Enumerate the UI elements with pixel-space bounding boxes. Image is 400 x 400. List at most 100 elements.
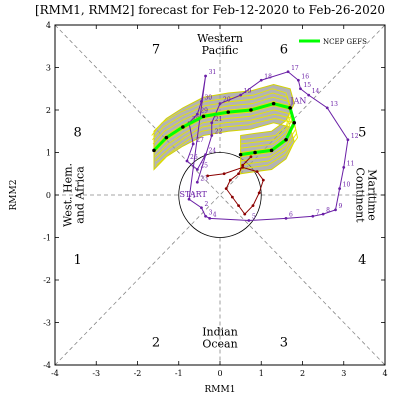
day-label: 11 [347, 160, 355, 167]
day-label: 7 [316, 209, 320, 216]
y-tick-label: -2 [43, 276, 51, 285]
ensemble-member-line [151, 88, 292, 141]
day-label: 17 [291, 65, 299, 72]
series-point-ncep-gefs [238, 152, 243, 157]
series-point-observed [195, 168, 199, 171]
x-axis-label: RMM1 [205, 385, 236, 395]
series-point-ncep-gefs [292, 120, 297, 125]
x-tick-label: 2 [300, 369, 305, 378]
series-point-observed [307, 93, 311, 97]
day-label: 14 [312, 88, 320, 95]
series-point-forecast [237, 204, 240, 208]
series-point-forecast [224, 187, 228, 191]
series-point-ncep-gefs [288, 106, 292, 110]
series-point-forecast [228, 178, 232, 182]
x-axis: -4 -3 -2 -1 0 1 2 3 4 [51, 25, 388, 378]
day-label: 16 [301, 73, 309, 80]
series-point-forecast [243, 212, 247, 216]
y-tick-label: 3 [46, 64, 51, 73]
region-label-line: and Africa [74, 166, 87, 224]
series-point-observed [311, 214, 315, 218]
x-tick-label: 4 [382, 369, 387, 378]
series-point-observed [204, 214, 207, 218]
series-point-observed [259, 78, 263, 82]
ensemble-member-line [152, 96, 294, 149]
phase-lines [54, 24, 386, 366]
day-label: 8 [326, 207, 330, 214]
day-label: 24 [209, 148, 217, 155]
x-tick-label: -1 [175, 369, 183, 378]
series-point-ncep-gefs [152, 148, 156, 153]
region-label-line: Maritime [365, 169, 378, 220]
series-point-forecast [241, 165, 245, 169]
y-tick-label: 2 [46, 106, 51, 115]
x-tick-label: 0 [217, 369, 222, 378]
series-point-observed [299, 87, 302, 91]
day-label: 15 [303, 82, 311, 89]
day-label: 1 [192, 192, 196, 199]
series-point-forecast [249, 155, 253, 159]
region-label-line: West. Hem. [62, 163, 75, 227]
series-point-forecast [222, 172, 226, 176]
x-tick-label: -2 [134, 369, 142, 378]
series-point-observed [200, 206, 203, 210]
day-label: 4 [213, 211, 217, 218]
chart-title: [RMM1, RMM2] forecast for Feb-12-2020 to… [35, 3, 385, 17]
series-point-observed [239, 93, 243, 97]
series-point-observed [195, 180, 199, 184]
day-label: 21 [215, 116, 223, 123]
phase-number-8: 8 [74, 125, 82, 140]
series-point-observed [187, 197, 191, 201]
day-label: 13 [330, 101, 338, 108]
y-axis-label: RMM2 [9, 180, 19, 211]
phase-number-4: 4 [358, 253, 366, 268]
day-label: 20 [223, 97, 231, 104]
day-label: 26 [190, 154, 198, 161]
day-label: 2 [204, 201, 208, 208]
series-point-observed [325, 106, 329, 110]
series-point-forecast [251, 204, 255, 208]
phase-number-7: 7 [152, 42, 160, 57]
series-point-observed [208, 216, 212, 220]
day-label: 23 [200, 175, 208, 182]
series-point-ncep-gefs [269, 148, 274, 153]
ensemble-member-line [154, 109, 297, 162]
day-label: 3 [209, 209, 213, 216]
y-tick-label: 1 [46, 149, 51, 158]
annotations: START JAN [180, 97, 307, 200]
day-label: 9 [339, 203, 343, 210]
series-point-observed [286, 70, 290, 74]
series-point-observed [284, 216, 288, 220]
series-point-observed [218, 102, 222, 106]
day-label: 25 [200, 163, 208, 170]
day-label: 6 [289, 211, 293, 218]
legend-label: NCEP GEFS [323, 38, 367, 46]
series-point-observed [247, 219, 251, 222]
day-label: 19 [244, 88, 252, 95]
series-point-observed [185, 159, 189, 163]
series-point-observed [204, 74, 207, 78]
y-tick-label: -1 [43, 234, 51, 243]
day-label: 5 [252, 214, 256, 221]
series-point-ncep-gefs [201, 114, 206, 119]
series-point-forecast [261, 178, 265, 182]
ensemble-member-line [155, 113, 298, 166]
y-tick-label: -3 [43, 319, 51, 328]
series-point-ncep-gefs [226, 110, 231, 114]
series-point-observed [195, 112, 199, 116]
region-label: West. Hem. and Africa [62, 163, 87, 227]
series-point-observed [210, 134, 214, 137]
series-point-observed [204, 153, 207, 157]
series-point-forecast [230, 195, 234, 199]
series-point-ncep-gefs [271, 101, 276, 106]
series-point-observed [321, 212, 325, 216]
series-point-observed [200, 100, 203, 103]
region-label-line: Indian [202, 325, 238, 338]
series-point-observed [346, 138, 350, 142]
